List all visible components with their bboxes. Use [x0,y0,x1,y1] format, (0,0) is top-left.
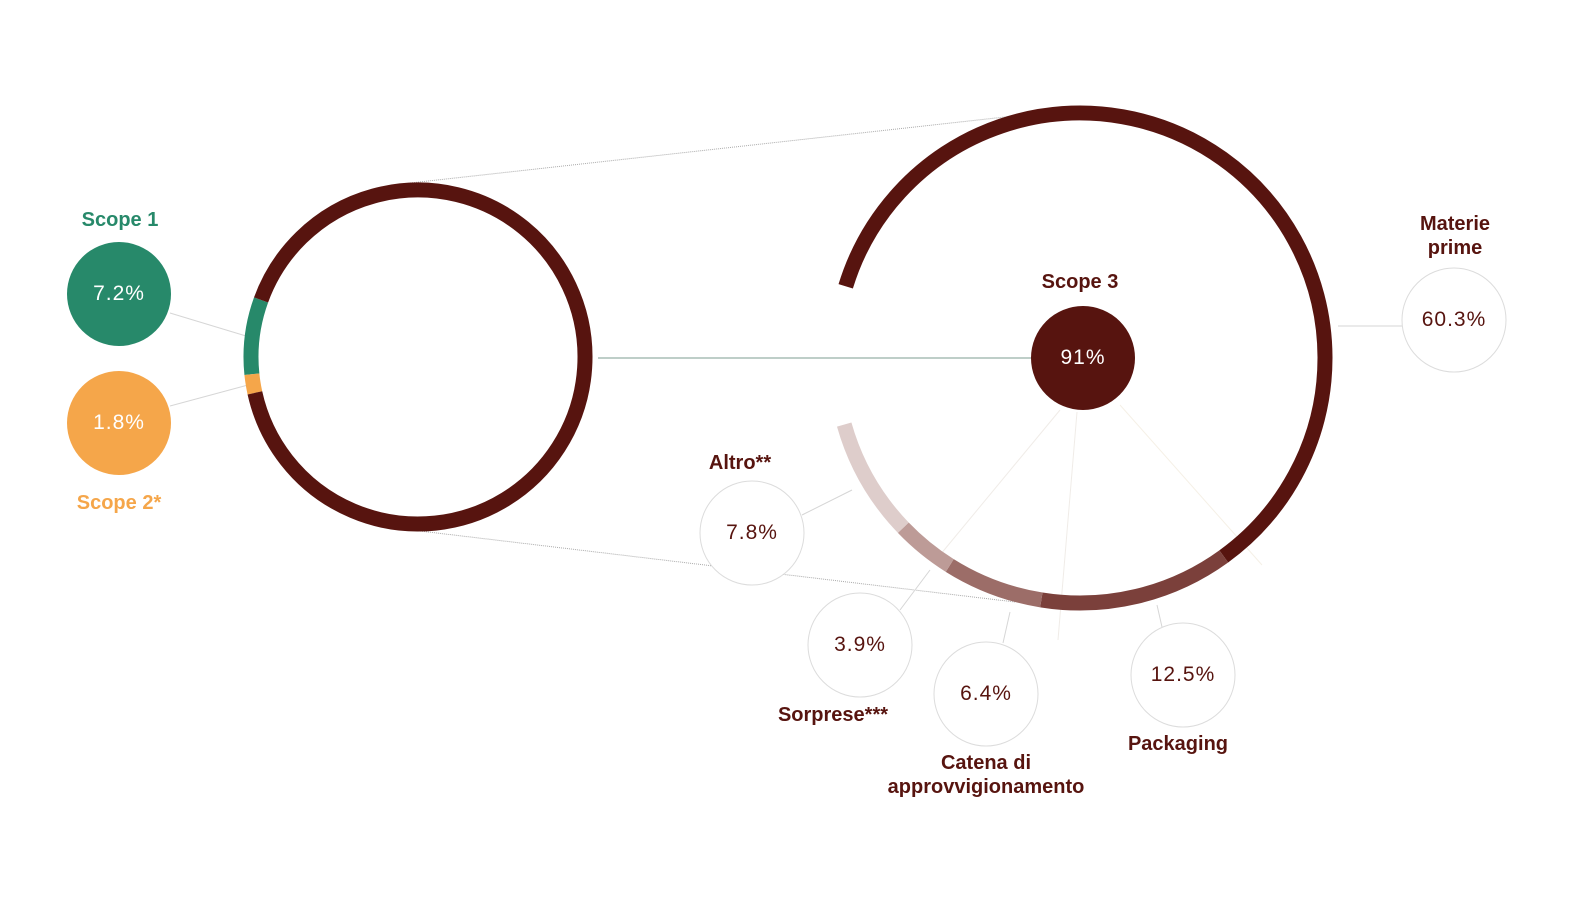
value-bubble [699,480,805,586]
donut-segment [244,373,263,395]
value-label: 1.8% [93,411,145,434]
donut-segment [836,422,909,533]
category-label: Packaging [1127,733,1229,755]
category-label: Sorprese*** [777,704,889,726]
value-bubble [1031,306,1135,410]
donut-segment [897,522,954,572]
donut-segment [838,105,1333,563]
leader-line [899,569,931,611]
leader-line [169,384,249,407]
value-label: 3.9% [834,633,886,656]
leader-line [939,409,1061,556]
category-label: Materie prime [1419,213,1491,259]
value-bubble [1401,267,1507,373]
category-label: Scope 2* [76,492,162,514]
donut-segment [243,297,269,375]
value-label: 91% [1060,346,1106,369]
value-label: 60.3% [1421,308,1487,331]
leader-line [801,489,853,516]
value-label: 7.2% [93,282,145,305]
leader-line [1002,611,1011,644]
donut-segment [247,182,593,532]
category-label: Altro** [708,452,772,474]
value-label: 7.8% [726,521,778,544]
value-bubble [807,592,913,698]
category-label: Scope 3 [1041,271,1119,293]
value-bubble [67,242,171,346]
leader-line [1156,604,1163,628]
value-label: 12.5% [1150,663,1216,686]
donut-segment [1040,550,1229,611]
leader-line [169,312,247,337]
value-bubble [67,371,171,475]
connector [409,111,1051,184]
value-label: 6.4% [960,682,1012,705]
value-bubble [1130,622,1236,728]
donut-segment [945,559,1043,608]
category-label: Scope 1 [81,209,159,231]
value-bubble [933,641,1039,747]
category-label: Catena di approvvigionamento [887,752,1085,798]
